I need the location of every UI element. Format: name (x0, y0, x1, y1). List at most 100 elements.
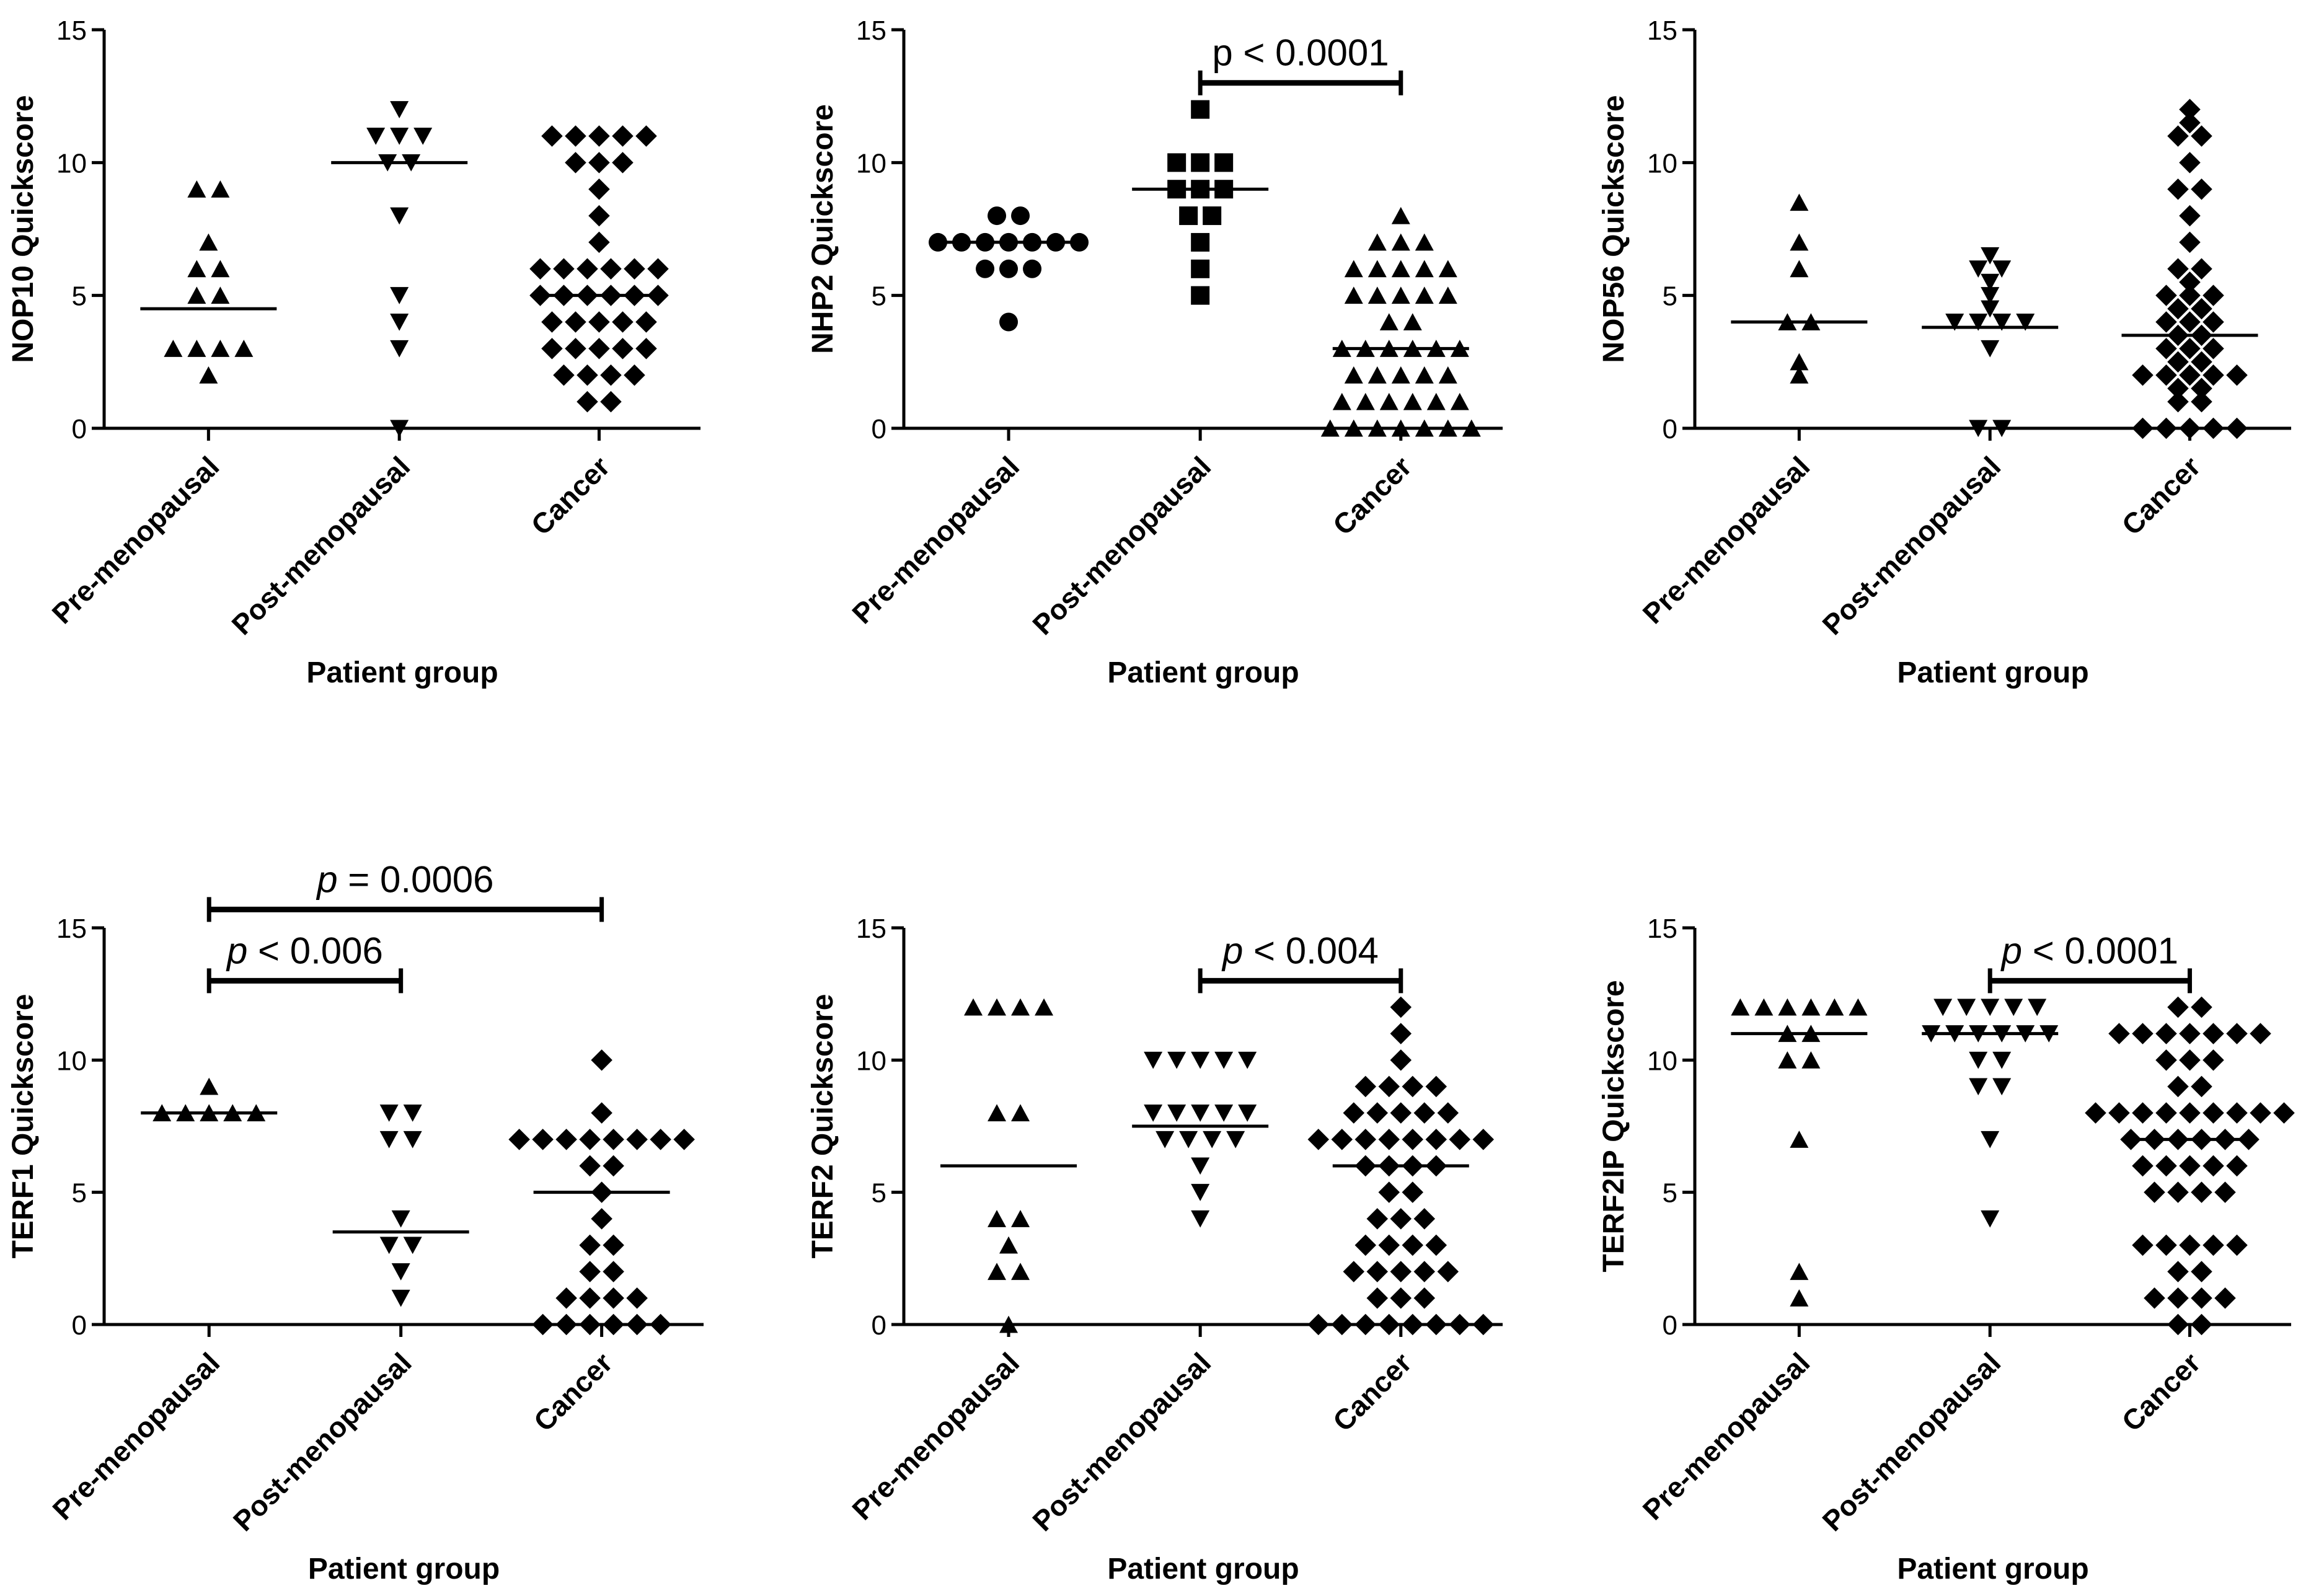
data-point (1191, 1051, 1210, 1069)
data-point (2167, 996, 2189, 1018)
data-point (612, 311, 634, 333)
data-point (1191, 232, 1210, 252)
data-point (390, 420, 409, 438)
x-axis-title: Patient group (1107, 1553, 1299, 1585)
data-point (1790, 1131, 1809, 1148)
data-point (988, 1104, 1007, 1122)
data-point (588, 152, 610, 174)
data-point (2191, 377, 2212, 399)
data-point (1981, 340, 2000, 358)
data-point (2191, 298, 2212, 320)
data-point (2144, 1287, 2165, 1309)
y-tick-label: 0 (872, 1310, 886, 1341)
data-point (1390, 1287, 1412, 1309)
data-point (1402, 1181, 1424, 1203)
data-point (1203, 206, 1222, 226)
data-point (1438, 286, 1457, 304)
data-point (2191, 351, 2212, 373)
chart-panel-2: 0 5 10 15 NHP2 Quickscore Pre-menopausal Post-… (806, 15, 1503, 689)
data-point (1790, 353, 1809, 371)
chart-panel-4: 0 5 10 15 TERF1 Quickscore Pre-menopausal Post… (7, 858, 704, 1585)
data-point (1413, 1102, 1436, 1124)
data-point (1462, 419, 1481, 437)
x-axis-title: Patient group (1897, 656, 2088, 689)
y-tick-label: 15 (1647, 15, 1677, 46)
data-point (1307, 1313, 1330, 1336)
data-point (2028, 999, 2047, 1016)
data-point (650, 1313, 671, 1336)
data-point (1415, 233, 1434, 251)
data-point (1191, 153, 1210, 172)
x-axis-title: Patient group (308, 1553, 500, 1585)
data-point (390, 340, 409, 358)
data-point (2179, 311, 2201, 333)
data-point (2155, 311, 2177, 333)
data-point (1191, 1184, 1210, 1201)
data-point (647, 258, 669, 280)
data-point (2203, 1023, 2224, 1044)
data-point (1156, 1131, 1175, 1149)
data-point (2179, 284, 2201, 306)
data-point (2132, 1155, 2154, 1177)
data-point (2203, 311, 2224, 333)
x-category-label: Pre-menopausal (46, 1346, 226, 1526)
data-point (2191, 125, 2212, 147)
data-point (1344, 260, 1363, 278)
data-point (1449, 1129, 1471, 1150)
data-point (2004, 999, 2023, 1016)
data-point (1402, 1075, 1424, 1098)
data-point (2179, 417, 2201, 439)
p-symbol: p (1221, 930, 1243, 971)
data-point (2191, 178, 2212, 200)
data-point (929, 232, 948, 252)
data-point (1307, 1129, 1330, 1150)
data-point (541, 338, 563, 359)
data-point (1413, 1287, 1436, 1309)
x-axis-title: Patient group (1107, 656, 1299, 689)
data-point (565, 311, 586, 333)
data-point (1366, 1102, 1389, 1124)
data-point (1391, 419, 1410, 437)
data-point (1356, 392, 1375, 410)
x-category-label: Cancer (2115, 1346, 2206, 1437)
data-point (1390, 1208, 1412, 1230)
y-tick-label: 15 (856, 914, 886, 944)
data-point (2250, 1102, 2271, 1124)
data-point (1011, 1263, 1030, 1281)
data-point (379, 1104, 399, 1122)
data-point (403, 1237, 422, 1254)
y-tick-label: 0 (72, 1310, 87, 1341)
data-point (211, 286, 230, 304)
data-point (579, 1287, 601, 1309)
data-point (579, 1261, 601, 1282)
data-point (1969, 1078, 1988, 1096)
data-point (624, 258, 645, 280)
data-point (626, 1313, 648, 1336)
data-point (1179, 206, 1198, 226)
x-category-label: Pre-menopausal (1637, 1346, 1816, 1526)
x-category-label: Cancer (524, 450, 616, 541)
data-point (2155, 1049, 2177, 1071)
x-axis-title: Patient group (1897, 1553, 2088, 1585)
data-point (1426, 392, 1446, 410)
data-point (626, 1129, 648, 1150)
x-category-label: Cancer (528, 1346, 619, 1437)
data-point (390, 207, 409, 225)
p-value-label: p < 0.0001 (1212, 32, 1389, 74)
data-point (2132, 417, 2154, 439)
y-axis-title: TERF2 Quickscore (806, 994, 839, 1259)
data-point (553, 364, 575, 386)
data-point (624, 364, 645, 386)
data-point (1320, 419, 1340, 437)
data-point (2179, 152, 2201, 174)
data-point (2085, 1102, 2106, 1124)
data-point (1390, 1023, 1412, 1044)
data-point (1390, 1261, 1412, 1282)
data-point (603, 1234, 624, 1256)
x-category-label: Post-menopausal (1026, 1346, 1217, 1537)
data-point (1238, 1051, 1257, 1069)
p-value-text: = 0.0006 (338, 858, 494, 900)
data-point (390, 314, 409, 331)
data-point (366, 127, 386, 145)
data-point (2203, 1102, 2224, 1124)
